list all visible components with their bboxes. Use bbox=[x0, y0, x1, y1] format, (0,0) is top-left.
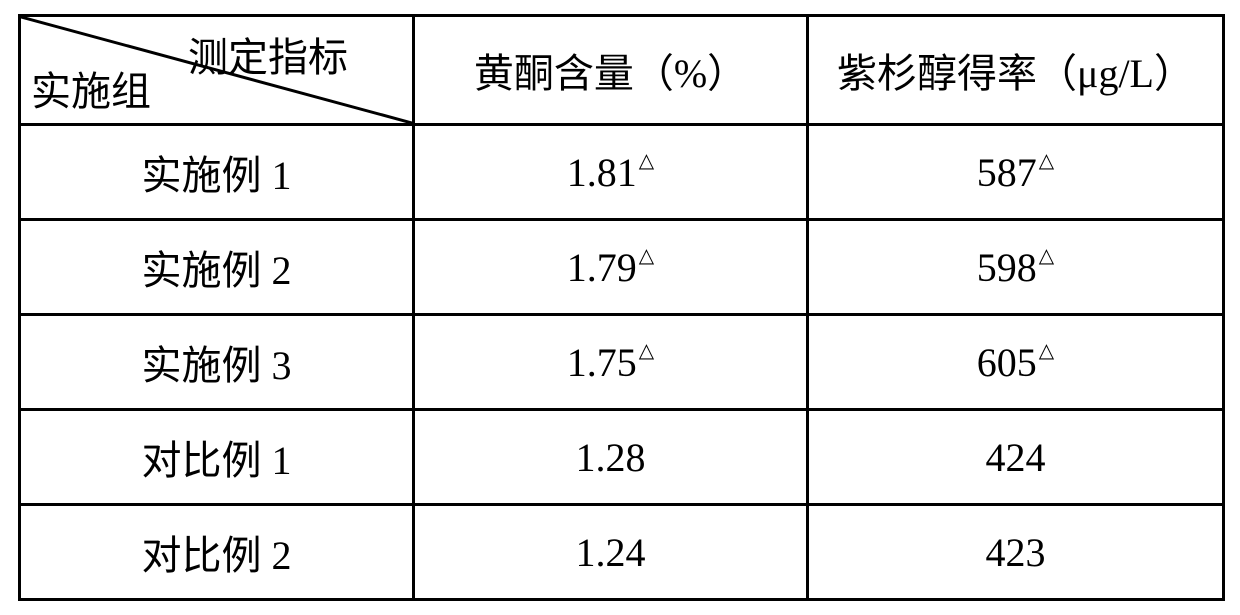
paclitaxel-cell: 598△ bbox=[808, 220, 1224, 315]
triangle-icon: △ bbox=[639, 340, 654, 362]
paclitaxel-value: 605 bbox=[977, 340, 1037, 385]
paclitaxel-value: 587 bbox=[977, 150, 1037, 195]
paclitaxel-cell: 587△ bbox=[808, 125, 1224, 220]
table-row: 对比例 1 1.28 424 bbox=[20, 410, 1224, 505]
flavonoid-value: 1.24 bbox=[576, 530, 646, 575]
paclitaxel-cell: 605△ bbox=[808, 315, 1224, 410]
triangle-icon: △ bbox=[639, 245, 654, 267]
triangle-icon: △ bbox=[639, 150, 654, 172]
row-label: 实施例 3 bbox=[20, 315, 414, 410]
diag-header-top: 测定指标 bbox=[188, 25, 348, 83]
triangle-icon: △ bbox=[1039, 245, 1054, 267]
row-label: 对比例 2 bbox=[20, 505, 414, 600]
table-header-row: 测定指标 实施组 黄酮含量（%） 紫杉醇得率（μg/L） bbox=[20, 16, 1224, 125]
table-row: 对比例 2 1.24 423 bbox=[20, 505, 1224, 600]
row-label: 对比例 1 bbox=[20, 410, 414, 505]
paclitaxel-cell: 424 bbox=[808, 410, 1224, 505]
flavonoid-cell: 1.79△ bbox=[414, 220, 808, 315]
col-header-paclitaxel: 紫杉醇得率（μg/L） bbox=[808, 16, 1224, 125]
paclitaxel-value: 424 bbox=[986, 435, 1046, 480]
paclitaxel-cell: 423 bbox=[808, 505, 1224, 600]
triangle-icon: △ bbox=[1039, 150, 1054, 172]
diag-header: 测定指标 实施组 bbox=[20, 16, 414, 125]
diag-header-bottom: 实施组 bbox=[31, 59, 151, 117]
table-row: 实施例 1 1.81△ 587△ bbox=[20, 125, 1224, 220]
table-row: 实施例 3 1.75△ 605△ bbox=[20, 315, 1224, 410]
flavonoid-value: 1.81 bbox=[567, 150, 637, 195]
paclitaxel-value: 423 bbox=[986, 530, 1046, 575]
row-label: 实施例 1 bbox=[20, 125, 414, 220]
flavonoid-cell: 1.24 bbox=[414, 505, 808, 600]
flavonoid-value: 1.79 bbox=[567, 245, 637, 290]
row-label: 实施例 2 bbox=[20, 220, 414, 315]
col-header-flavonoid: 黄酮含量（%） bbox=[414, 16, 808, 125]
flavonoid-value: 1.28 bbox=[576, 435, 646, 480]
paclitaxel-value: 598 bbox=[977, 245, 1037, 290]
flavonoid-value: 1.75 bbox=[567, 340, 637, 385]
table-row: 实施例 2 1.79△ 598△ bbox=[20, 220, 1224, 315]
flavonoid-cell: 1.75△ bbox=[414, 315, 808, 410]
flavonoid-cell: 1.81△ bbox=[414, 125, 808, 220]
data-table: 测定指标 实施组 黄酮含量（%） 紫杉醇得率（μg/L） 实施例 1 1.81△… bbox=[18, 14, 1225, 601]
flavonoid-cell: 1.28 bbox=[414, 410, 808, 505]
triangle-icon: △ bbox=[1039, 340, 1054, 362]
